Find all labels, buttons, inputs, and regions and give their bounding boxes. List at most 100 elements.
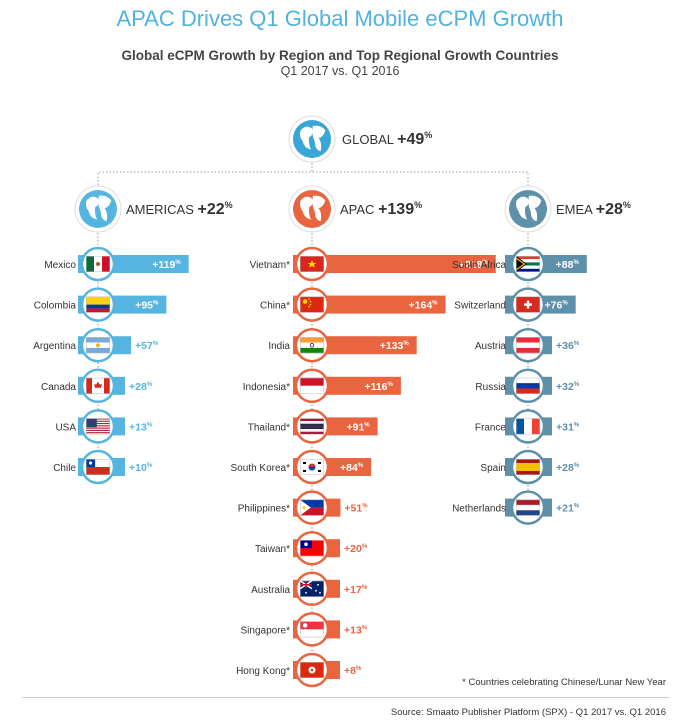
country-label: India bbox=[268, 341, 290, 352]
flag-vietnam-icon bbox=[300, 256, 324, 272]
bar-argentina: Argentina +57% bbox=[33, 327, 159, 363]
value-label: +91% bbox=[346, 421, 370, 433]
country-label: Singapore* bbox=[241, 625, 291, 636]
bar-vietnam-fill bbox=[293, 255, 496, 273]
bar-indonesia: Indonesia* +116% bbox=[243, 368, 401, 404]
bar-netherlands: Netherlands +21% bbox=[452, 490, 580, 525]
flag-korea-icon bbox=[300, 459, 324, 475]
bar-canada: Canada +28% bbox=[41, 368, 153, 404]
flag-taiwan-icon bbox=[300, 540, 324, 557]
flag-switzerland-icon bbox=[516, 296, 540, 313]
bar-china-fill bbox=[293, 295, 446, 314]
value-label: +36% bbox=[556, 340, 580, 352]
value-label: +51% bbox=[344, 503, 368, 515]
apac-globe-icon bbox=[288, 185, 336, 233]
bar-russia: Russia +32% bbox=[475, 368, 580, 404]
flag-colombia-icon bbox=[86, 296, 110, 313]
country-label: Indonesia* bbox=[243, 382, 290, 393]
bar-france: France +31% bbox=[475, 409, 580, 444]
country-label: Thailand* bbox=[248, 422, 290, 433]
bar-hong-kong: Hong Kong* +8% bbox=[236, 652, 362, 688]
value-label: +28% bbox=[129, 381, 153, 393]
bar-thailand: Thailand* +91% bbox=[248, 409, 378, 444]
growth-chart: GLOBAL +49% AMERICAS +22% Mexico +119% Colom… bbox=[33, 115, 631, 688]
chart-title: APAC Drives Q1 Global Mobile eCPM Growth bbox=[116, 6, 564, 31]
value-label: +10% bbox=[129, 462, 153, 474]
flag-netherlands-icon bbox=[516, 499, 540, 516]
country-label: China* bbox=[260, 301, 290, 312]
value-label: +57% bbox=[135, 340, 159, 352]
country-label: Taiwan* bbox=[255, 544, 290, 555]
bar-vietnam: Vietnam* +218% bbox=[250, 246, 496, 282]
value-label: +76% bbox=[545, 300, 569, 312]
americas-header: AMERICAS +22% bbox=[126, 200, 233, 218]
value-label: +28% bbox=[556, 462, 580, 474]
value-label: +17% bbox=[344, 584, 368, 596]
bar-colombia: Colombia +95% bbox=[34, 287, 167, 322]
americas-globe-icon bbox=[74, 185, 122, 233]
value-label: +133% bbox=[380, 340, 410, 352]
value-label: +8% bbox=[344, 665, 362, 677]
flag-china-icon bbox=[300, 296, 324, 313]
country-label: Spain bbox=[480, 463, 506, 474]
bar-australia: Australia +17% bbox=[251, 571, 368, 607]
value-label: +116% bbox=[364, 381, 393, 393]
footnote: * Countries celebrating Chinese/Lunar Ne… bbox=[462, 677, 666, 688]
flag-singapore-icon bbox=[300, 621, 324, 638]
flag-canada-icon bbox=[86, 377, 110, 394]
country-label: Vietnam* bbox=[250, 260, 291, 271]
flag-hongkong-icon bbox=[300, 662, 324, 678]
bar-south-africa: South Africa +88% bbox=[452, 246, 587, 282]
country-label: France bbox=[475, 422, 507, 433]
flag-australia-icon bbox=[299, 580, 324, 597]
country-label: Chile bbox=[53, 463, 76, 474]
flag-chile-icon bbox=[86, 459, 110, 475]
value-label: +218% bbox=[459, 259, 489, 271]
flag-argentina-icon bbox=[86, 337, 110, 354]
bar-philippines: Philippines* +51% bbox=[238, 490, 368, 525]
bar-austria: Austria +36% bbox=[475, 327, 580, 363]
value-label: +20% bbox=[344, 543, 368, 555]
country-label: Colombia bbox=[34, 301, 77, 312]
flag-usa-icon bbox=[86, 418, 110, 435]
global-header: GLOBAL +49% bbox=[342, 130, 432, 148]
flag-russia-icon bbox=[516, 377, 540, 394]
flag-southafrica-icon bbox=[515, 256, 540, 272]
chart-period: Q1 2017 vs. Q1 2016 bbox=[280, 64, 400, 78]
value-label: +88% bbox=[556, 259, 580, 271]
flag-mexico-icon bbox=[86, 256, 110, 272]
bar-mexico: Mexico +119% bbox=[44, 246, 189, 282]
flag-philippines-icon bbox=[300, 499, 324, 516]
country-label: USA bbox=[55, 422, 76, 433]
emea-globe-icon bbox=[504, 185, 552, 233]
value-label: +13% bbox=[129, 421, 153, 433]
bar-taiwan: Taiwan* +20% bbox=[255, 530, 368, 566]
value-label: +21% bbox=[556, 503, 580, 515]
country-label: Philippines* bbox=[238, 504, 290, 515]
country-label: Mexico bbox=[44, 260, 76, 271]
source-note: Source: Smaato Publisher Platform (SPX) … bbox=[390, 707, 666, 718]
bar-usa: USA +13% bbox=[55, 409, 153, 444]
country-label: Australia bbox=[251, 585, 290, 596]
flag-spain-icon bbox=[516, 459, 540, 475]
country-label: Hong Kong* bbox=[236, 666, 290, 677]
country-label: Netherlands bbox=[452, 504, 506, 515]
apac-header: APAC +139% bbox=[340, 200, 422, 218]
flag-indonesia-icon bbox=[300, 377, 324, 394]
bar-switzerland: Switzerland +76% bbox=[454, 287, 576, 322]
value-label: +13% bbox=[344, 624, 368, 636]
value-label: +31% bbox=[556, 421, 580, 433]
value-label: +164% bbox=[409, 300, 439, 312]
country-label: Russia bbox=[475, 382, 506, 393]
country-label: Argentina bbox=[33, 341, 76, 352]
country-label: South Korea* bbox=[231, 463, 291, 474]
country-label: Canada bbox=[41, 382, 76, 393]
value-label: +32% bbox=[556, 381, 580, 393]
flag-india-icon bbox=[300, 337, 324, 354]
bar-china: China* +164% bbox=[260, 287, 446, 322]
region-connector-lines bbox=[97, 163, 529, 185]
bar-chile: Chile +10% bbox=[53, 449, 153, 485]
bar-spain: Spain +28% bbox=[480, 449, 580, 485]
divider bbox=[22, 697, 670, 698]
flag-austria-icon bbox=[516, 337, 540, 354]
